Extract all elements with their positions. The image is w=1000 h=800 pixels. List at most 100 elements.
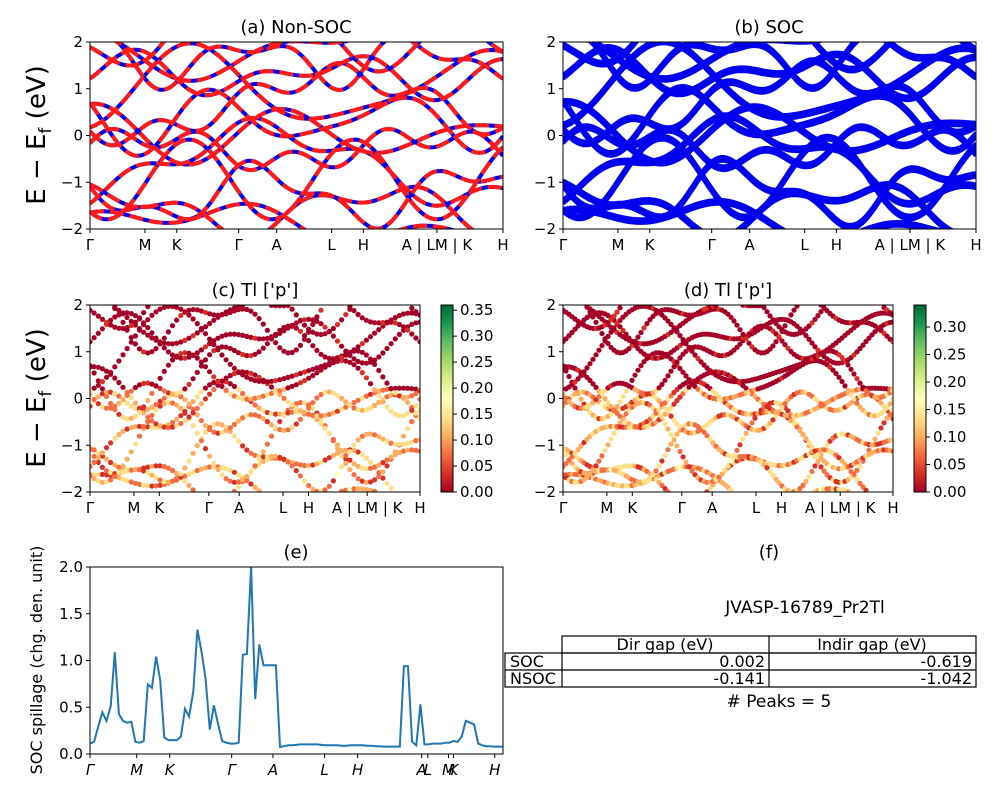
scatter-point bbox=[396, 450, 402, 456]
scatter-point bbox=[149, 412, 155, 418]
band-line bbox=[563, 154, 976, 227]
scatter-point bbox=[363, 479, 369, 485]
scatter-point bbox=[112, 435, 118, 442]
scatter-point bbox=[400, 311, 407, 317]
scatter-point bbox=[363, 352, 369, 358]
scatter-point bbox=[665, 408, 671, 414]
scatter-point bbox=[207, 382, 213, 388]
scatter-point bbox=[169, 341, 176, 347]
scatter-point bbox=[330, 478, 336, 484]
scatter-point bbox=[656, 398, 662, 404]
scatter-point bbox=[367, 391, 374, 397]
scatter-point bbox=[297, 370, 303, 376]
scatter-point bbox=[857, 463, 863, 469]
panel-d-title: (d) Tl ['p'] bbox=[684, 280, 772, 301]
x-tick-label: A | LM | K bbox=[875, 236, 947, 254]
scatter-point bbox=[326, 360, 332, 366]
scatter-point bbox=[301, 322, 308, 328]
scatter-point bbox=[260, 336, 266, 342]
colorbar-tick-label: 0.05 bbox=[933, 456, 966, 474]
scatter-point bbox=[728, 458, 734, 464]
scatter-point bbox=[869, 442, 875, 448]
y-tick-label: 2 bbox=[546, 33, 556, 51]
scatter-point bbox=[136, 346, 143, 352]
scatter-point bbox=[417, 437, 420, 443]
scatter-point bbox=[367, 479, 374, 485]
scatter-point bbox=[384, 480, 390, 486]
scatter-point bbox=[310, 400, 316, 406]
scatter-point bbox=[231, 347, 237, 354]
scatter-point bbox=[120, 428, 126, 434]
scatter-point bbox=[99, 386, 105, 392]
y-tick-label: 1.0 bbox=[59, 652, 83, 670]
scatter-point bbox=[306, 338, 312, 344]
band-line bbox=[563, 198, 944, 229]
scatter-point bbox=[400, 413, 407, 419]
scatter-point bbox=[124, 416, 130, 422]
scatter-point bbox=[95, 478, 101, 484]
scatter-point bbox=[737, 442, 743, 448]
scatter-point bbox=[285, 459, 291, 465]
scatter-point bbox=[124, 478, 130, 484]
scatter-point bbox=[293, 401, 299, 407]
x-tick-label: Γ bbox=[86, 761, 96, 779]
scatter-point bbox=[860, 384, 866, 390]
scatter-point bbox=[376, 434, 382, 440]
scatter-point bbox=[149, 390, 155, 396]
scatter-point bbox=[409, 419, 415, 425]
scatter-point bbox=[161, 424, 167, 430]
scatter-point bbox=[809, 340, 815, 346]
scatter-point bbox=[367, 465, 374, 471]
scatter-point bbox=[623, 411, 629, 417]
scatter-point bbox=[417, 312, 420, 318]
y-tick-label: −2 bbox=[61, 483, 83, 501]
scatter-point bbox=[632, 372, 638, 378]
scatter-point bbox=[334, 392, 341, 398]
scatter-point bbox=[367, 381, 374, 387]
scatter-point bbox=[190, 423, 196, 429]
colorbar-c bbox=[440, 304, 454, 493]
scatter-point bbox=[662, 377, 668, 383]
scatter-point bbox=[293, 372, 299, 378]
scatter-point bbox=[174, 423, 180, 429]
scatter-point bbox=[656, 463, 662, 469]
scatter-point bbox=[614, 309, 620, 315]
scatter-point bbox=[273, 305, 279, 309]
scatter-point bbox=[240, 415, 246, 421]
scatter-point bbox=[260, 408, 266, 414]
scatter-point bbox=[347, 402, 353, 408]
scatter-point bbox=[103, 319, 110, 325]
colorbar-d-ticks: 0.00 0.05 0.10 0.15 0.20 0.25 0.30 bbox=[926, 318, 966, 501]
scatter-point bbox=[890, 319, 893, 325]
scatter-point bbox=[686, 464, 692, 470]
scatter-point bbox=[343, 348, 349, 354]
scatter-point bbox=[277, 330, 283, 336]
scatter-point bbox=[145, 332, 151, 338]
scatter-point bbox=[301, 336, 308, 342]
scatter-point bbox=[380, 460, 386, 466]
colorbar-tick-label: 0.10 bbox=[933, 428, 966, 446]
scatter-point bbox=[677, 448, 683, 454]
scatter-point bbox=[409, 331, 415, 337]
scatter-point bbox=[190, 469, 196, 475]
x-tick-label: A bbox=[234, 499, 245, 517]
scatter-points bbox=[90, 305, 420, 492]
x-tick-label: Γ bbox=[86, 236, 95, 254]
scatter-point bbox=[409, 393, 415, 399]
scatter-point bbox=[417, 319, 420, 325]
scatter-point bbox=[145, 305, 151, 310]
scatter-point bbox=[836, 374, 842, 380]
scatter-point bbox=[219, 383, 225, 389]
y-tick-label: −1 bbox=[61, 173, 83, 191]
scatter-point bbox=[264, 409, 270, 416]
scatter-point bbox=[136, 315, 143, 321]
scatter-point bbox=[136, 409, 143, 415]
scatter-point bbox=[202, 357, 209, 363]
scatter-point bbox=[599, 343, 605, 349]
scatter-point bbox=[310, 486, 316, 492]
scatter-point bbox=[244, 396, 250, 402]
scatter-point bbox=[190, 376, 196, 382]
scatter-point bbox=[725, 463, 731, 469]
scatter-point bbox=[644, 321, 650, 327]
